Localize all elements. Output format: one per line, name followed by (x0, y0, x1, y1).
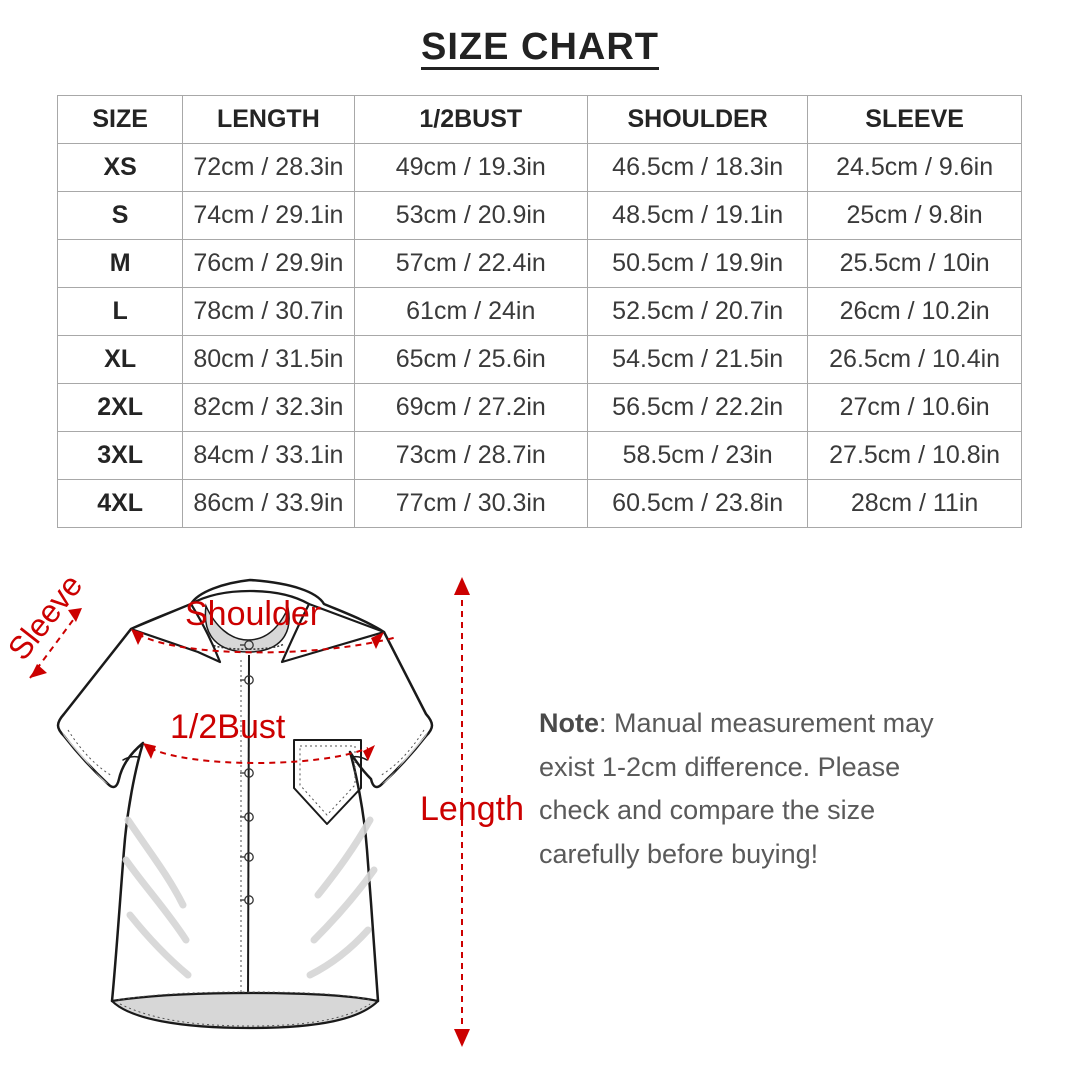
svg-text:1/2Bust: 1/2Bust (170, 708, 286, 746)
svg-text:Length: Length (420, 790, 524, 828)
svg-text:Shoulder: Shoulder (185, 595, 321, 633)
